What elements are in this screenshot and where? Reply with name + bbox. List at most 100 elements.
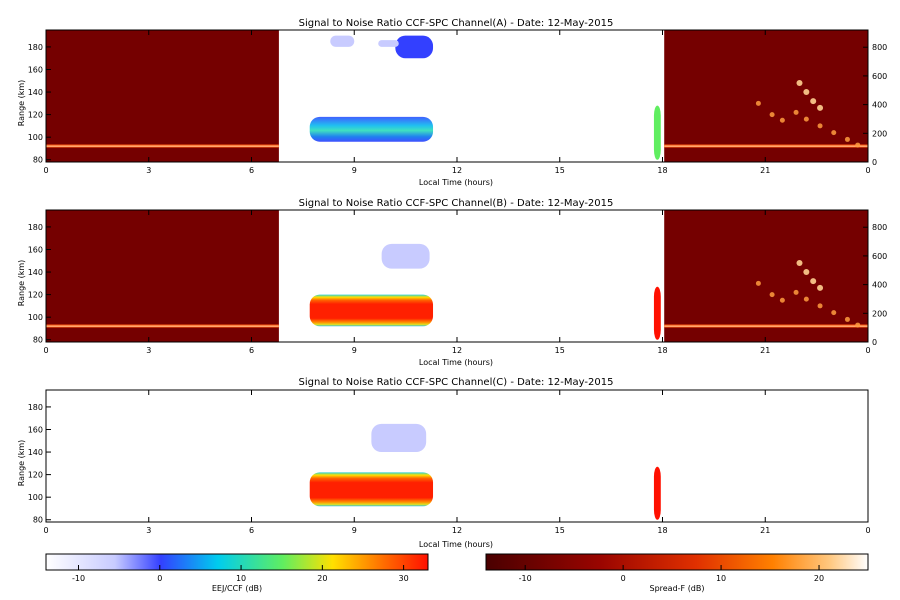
colorbar-label: Spread-F (dB) — [649, 584, 704, 593]
x-tick-label: 18 — [657, 346, 667, 355]
x-tick-label: 9 — [352, 166, 357, 175]
x-axis-label: Local Time (hours) — [419, 178, 493, 187]
y2-tick-label: 400 — [872, 281, 887, 290]
y-tick-label: 100 — [28, 133, 43, 142]
spread-f-echo — [817, 284, 824, 291]
x-axis-label: Local Time (hours) — [419, 540, 493, 549]
x-tick-label: 0 — [865, 526, 870, 535]
spread-f-echo — [803, 269, 810, 276]
x-tick-label: 9 — [352, 346, 357, 355]
y-tick-label: 100 — [28, 493, 43, 502]
y-tick-label: 140 — [28, 448, 43, 457]
spread-f-echo — [796, 80, 803, 87]
spread-f-echo — [817, 104, 824, 111]
x-tick-label: 3 — [146, 526, 151, 535]
y2-tick-label: 600 — [872, 252, 887, 261]
y-axis-label: Range (km) — [17, 260, 26, 307]
eej-echo-patch — [653, 286, 661, 340]
x-tick-label: 15 — [555, 346, 565, 355]
y-tick-label: 80 — [33, 156, 43, 165]
spread-f-echo — [769, 112, 775, 118]
night-spread-f-block — [664, 210, 868, 342]
spread-f-echo — [755, 280, 761, 286]
panel-channel-b: Signal to Noise Ratio CCF-SPC Channel(B)… — [17, 198, 887, 367]
spread-f-echo — [810, 278, 817, 285]
y-tick-label: 180 — [28, 43, 43, 52]
colorbar-tick-label: 20 — [317, 574, 327, 583]
night-spread-f-block — [46, 210, 279, 342]
night-spread-f-block — [46, 30, 279, 162]
y-tick-label: 160 — [28, 65, 43, 74]
y-tick-label: 120 — [28, 471, 43, 480]
colorbar-eej: -10 0 10 20 30 EEJ/CCF (dB) — [45, 553, 429, 593]
x-tick-label: 21 — [760, 166, 770, 175]
colorbar-spread-f: -10 0 10 20 Spread-F (dB) — [485, 553, 869, 593]
spread-f-echo — [831, 130, 837, 136]
x-tick-label: 6 — [249, 166, 254, 175]
e-region-band-core — [664, 325, 868, 327]
eej-echo-patch — [653, 466, 661, 520]
panel-channel-a: Signal to Noise Ratio CCF-SPC Channel(A)… — [17, 18, 887, 187]
y2-tick-label: 200 — [872, 309, 887, 318]
spread-f-echo — [855, 142, 861, 148]
x-tick-label: 12 — [452, 346, 462, 355]
y2-tick-label: 400 — [872, 101, 887, 110]
colorbar-tick-label: 10 — [716, 574, 726, 583]
x-tick-label: 12 — [452, 166, 462, 175]
spread-f-echo — [817, 303, 823, 309]
e-region-band-core — [664, 145, 868, 147]
y-tick-label: 180 — [28, 403, 43, 412]
e-region-band-core — [46, 325, 279, 327]
spread-f-echo — [793, 109, 799, 115]
colorbar-tick-label: 30 — [399, 574, 409, 583]
x-tick-label: 15 — [555, 166, 565, 175]
y-tick-label: 160 — [28, 245, 43, 254]
x-tick-label: 0 — [43, 166, 48, 175]
y-tick-label: 140 — [28, 88, 43, 97]
x-axis-label: Local Time (hours) — [419, 358, 493, 367]
x-tick-label: 0 — [865, 166, 870, 175]
eej-echo-patch — [309, 472, 434, 507]
spread-f-echo — [755, 100, 761, 106]
panel-title: Signal to Noise Ratio CCF-SPC Channel(B)… — [299, 198, 614, 209]
panel-title: Signal to Noise Ratio CCF-SPC Channel(C)… — [299, 377, 614, 388]
y-tick-label: 80 — [33, 336, 43, 345]
spread-f-echo — [793, 289, 799, 295]
colorbar-gradient — [485, 553, 869, 571]
spread-f-echo — [796, 260, 803, 267]
spread-f-echo — [769, 292, 775, 298]
eej-echo-patch — [309, 116, 434, 142]
y2-tick-label: 800 — [872, 223, 887, 232]
spread-f-echo — [844, 136, 850, 142]
y2-tick-label: 0 — [872, 158, 877, 167]
spread-f-echo — [817, 123, 823, 129]
x-tick-label: 0 — [865, 346, 870, 355]
y2-tick-label: 800 — [872, 43, 887, 52]
panel-title: Signal to Noise Ratio CCF-SPC Channel(A)… — [299, 18, 614, 29]
x-tick-label: 12 — [452, 526, 462, 535]
x-tick-label: 6 — [249, 526, 254, 535]
colorbar-tick-label: -10 — [72, 574, 85, 583]
spread-f-echo — [803, 89, 810, 96]
x-tick-label: 0 — [43, 346, 48, 355]
y-tick-label: 100 — [28, 313, 43, 322]
y-axis-label: Range (km) — [17, 80, 26, 127]
x-tick-label: 6 — [249, 346, 254, 355]
colorbar-tick-label: 0 — [157, 574, 162, 583]
x-tick-label: 0 — [43, 526, 48, 535]
panel-channel-c: Signal to Noise Ratio CCF-SPC Channel(C)… — [17, 377, 871, 549]
plot-frame — [45, 389, 869, 523]
e-region-band-core — [46, 145, 279, 147]
colorbar-ticks: -10 0 10 20 30 — [72, 565, 409, 583]
colorbar-tick-label: 10 — [236, 574, 246, 583]
x-tick-label: 3 — [146, 346, 151, 355]
y-tick-label: 120 — [28, 291, 43, 300]
colorbar-tick-label: 20 — [814, 574, 824, 583]
x-tick-label: 9 — [352, 526, 357, 535]
eej-echo-patch — [395, 35, 434, 59]
x-tick-label: 21 — [760, 526, 770, 535]
colorbar-tick-label: 0 — [621, 574, 626, 583]
y-axis-label: Range (km) — [17, 440, 26, 487]
spread-f-echo — [855, 322, 861, 328]
